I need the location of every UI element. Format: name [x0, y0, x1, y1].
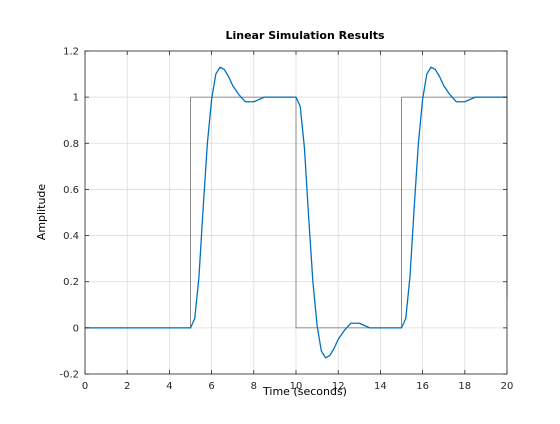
x-tick-label: 8	[251, 381, 257, 392]
x-tick-label: 10	[290, 381, 303, 392]
x-axis-label: Time (seconds)	[262, 385, 347, 398]
y-tick-label: 0	[73, 323, 79, 334]
y-tick-label: 0.4	[63, 231, 79, 242]
y-axis-label: Amplitude	[35, 184, 48, 241]
y-tick-label: 1	[73, 93, 79, 104]
series-group	[85, 66, 508, 359]
response-line	[85, 66, 507, 359]
y-tick-label: 0.2	[63, 277, 79, 288]
x-tick-label: 0	[82, 381, 88, 392]
x-tick-label: 14	[374, 381, 387, 392]
x-tick-label: 4	[166, 381, 172, 392]
ticks: 0 2 4 6 8 10 12 14 16 18 20-0.200.20.40.60.811.2	[59, 47, 513, 393]
x-tick-label: 18	[458, 381, 471, 392]
x-tick-label: 16	[416, 381, 429, 392]
chart-title: Linear Simulation Results	[225, 29, 385, 42]
y-tick-label: 0.6	[63, 185, 79, 196]
y-tick-label: 1.2	[63, 47, 79, 58]
x-tick-label: 2	[124, 381, 130, 392]
x-tick-label: 20	[501, 381, 514, 392]
y-tick-label: -0.2	[59, 370, 79, 381]
y-tick-label: 0.8	[63, 139, 79, 150]
x-tick-label: 12	[332, 381, 345, 392]
x-tick-label: 6	[208, 381, 214, 392]
input-signal-line	[85, 96, 508, 329]
